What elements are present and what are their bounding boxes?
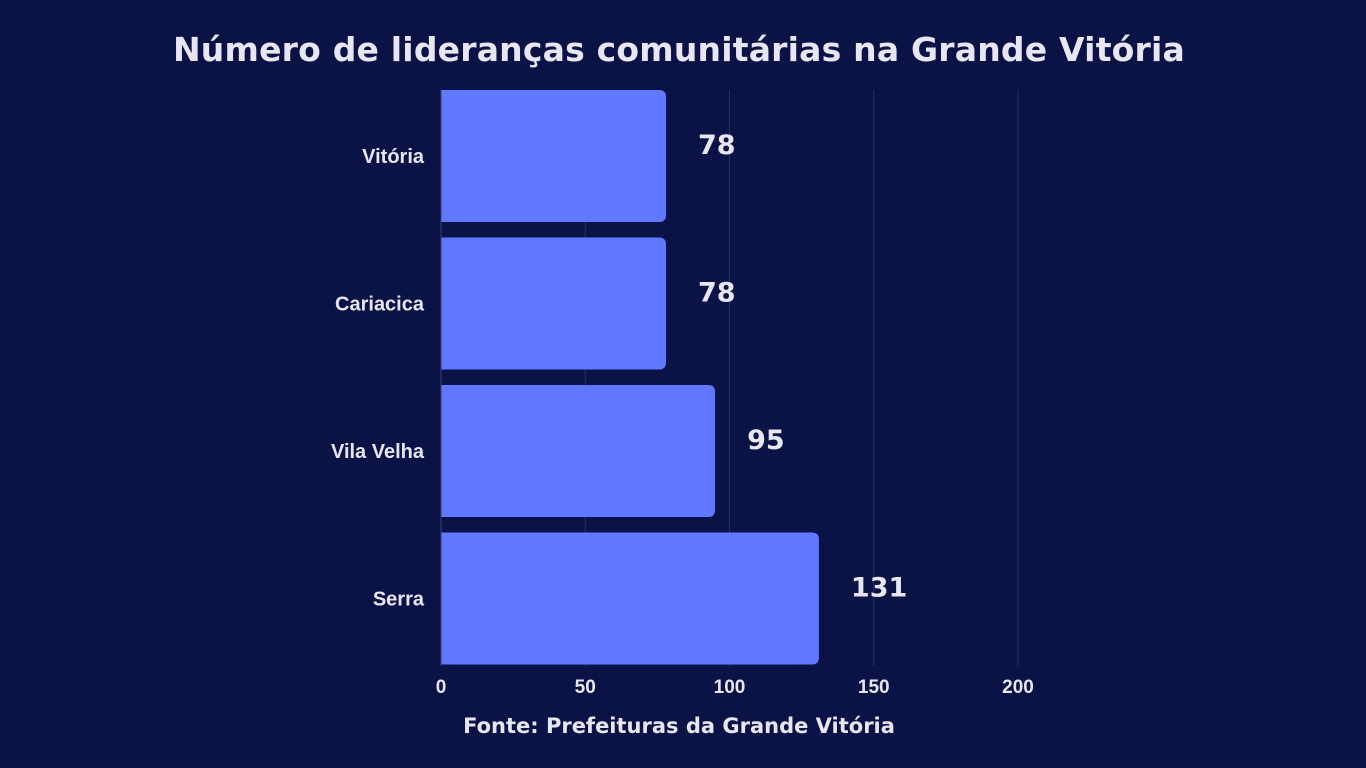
bar [441, 385, 716, 517]
x-tick-label: 0 [436, 677, 447, 698]
category-label: Cariacica [335, 294, 425, 316]
x-tick-label: 100 [714, 677, 746, 698]
x-tick-label: 50 [575, 677, 596, 698]
value-label: 78 [698, 278, 736, 309]
x-tick-label: 150 [858, 677, 890, 698]
bar [441, 237, 667, 370]
bar [441, 90, 667, 222]
x-tick-label: 200 [1002, 677, 1034, 698]
category-label: Serra [373, 589, 425, 611]
category-label: Vitória [362, 146, 425, 168]
bar [441, 532, 819, 665]
value-label: 78 [698, 130, 736, 161]
chart-title: Número de lideranças comunitárias na Gra… [172, 30, 1185, 69]
value-label: 95 [747, 425, 785, 456]
category-label: Vila Velha [331, 441, 425, 463]
chart-source: Fonte: Prefeituras da Grande Vitória [463, 714, 895, 738]
value-label: 131 [851, 573, 907, 604]
